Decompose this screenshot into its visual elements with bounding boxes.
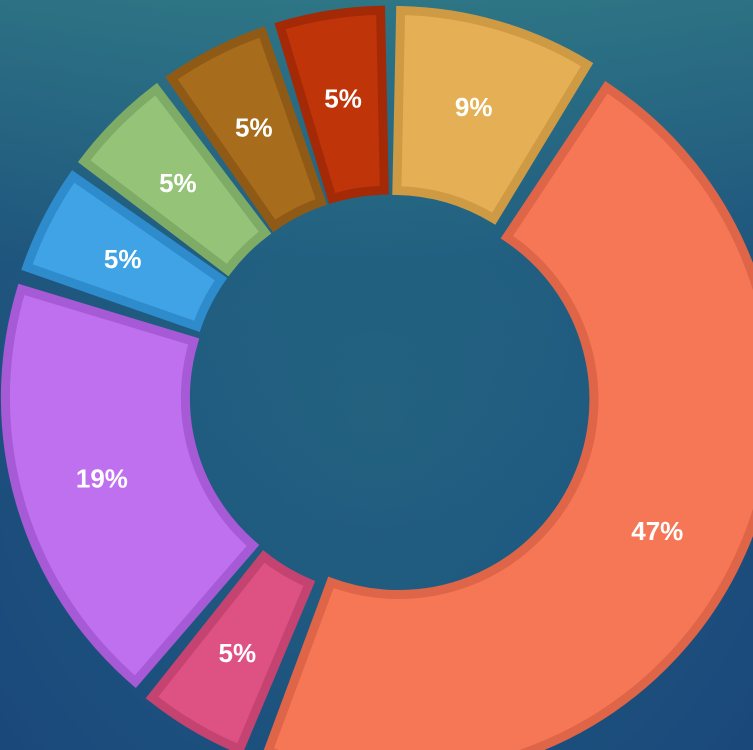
donut-slice-1 — [263, 80, 753, 750]
slice-label-4: 5% — [104, 244, 142, 274]
slice-label-3: 19% — [76, 464, 128, 494]
slice-label-0: 9% — [455, 92, 493, 122]
slice-label-5: 5% — [159, 168, 197, 198]
slice-label-1: 47% — [631, 516, 683, 546]
donut-slice-7 — [274, 5, 389, 205]
donut-slice-4 — [21, 170, 228, 333]
donut-slice-2 — [145, 550, 316, 750]
donut-slice-6 — [165, 26, 328, 233]
donut-slice-3 — [0, 283, 260, 689]
donut-slice-0 — [392, 5, 594, 225]
donut-labels: 9% 47% 5% 19% 5% 5% 5% 5% — [76, 84, 683, 669]
slice-label-6: 5% — [235, 113, 273, 143]
slice-label-2: 5% — [218, 638, 256, 668]
slice-label-7: 5% — [324, 84, 362, 114]
donut-slices — [0, 5, 753, 750]
donut-slice-5 — [77, 82, 272, 277]
